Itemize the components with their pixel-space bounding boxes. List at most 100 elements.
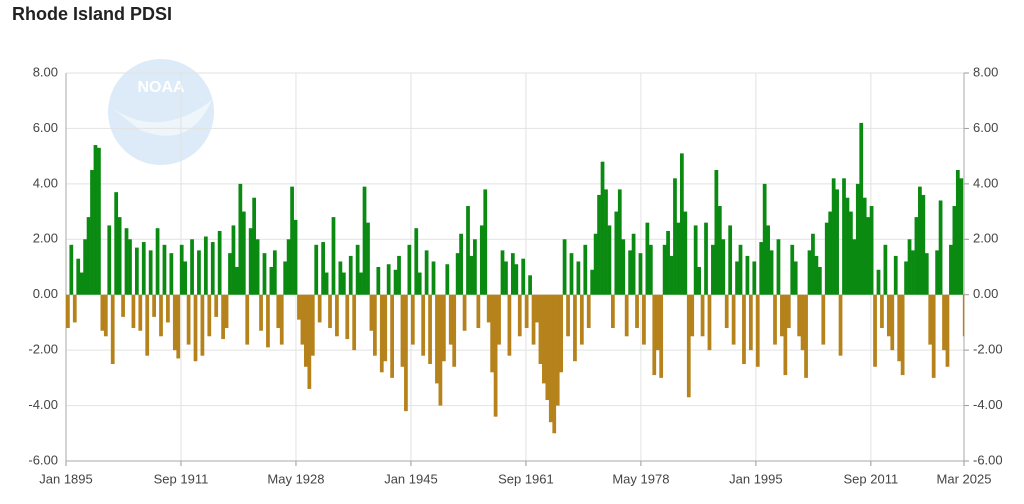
bar	[355, 244, 360, 295]
bar	[341, 272, 346, 295]
bar	[586, 294, 591, 328]
bar	[893, 255, 898, 295]
bar	[417, 272, 422, 295]
bar	[783, 294, 788, 376]
bar	[762, 183, 767, 295]
bar	[711, 244, 715, 295]
bar	[452, 294, 457, 367]
bar	[476, 294, 481, 328]
bar	[869, 206, 874, 295]
bar	[245, 294, 250, 345]
bar	[717, 206, 722, 295]
bar	[152, 294, 156, 317]
bar	[524, 294, 529, 328]
x-tick-label: May 1928	[267, 471, 324, 486]
bar	[690, 294, 695, 337]
bar	[193, 294, 198, 362]
bar	[486, 294, 491, 323]
bar	[297, 294, 301, 320]
bar	[66, 294, 70, 328]
bar	[479, 225, 484, 295]
bar	[304, 294, 308, 367]
bar	[124, 228, 129, 295]
bar	[855, 183, 860, 295]
bar	[138, 294, 143, 331]
bar	[583, 244, 588, 295]
bar	[69, 244, 74, 295]
bar	[883, 244, 888, 295]
bar	[897, 294, 902, 362]
bar	[424, 250, 429, 295]
bar	[679, 153, 684, 295]
bar	[428, 294, 432, 364]
bar	[155, 228, 160, 295]
bar	[252, 197, 257, 295]
x-tick-label: Mar 2025	[937, 471, 992, 486]
logo: NOAA	[108, 59, 214, 165]
bar	[445, 264, 450, 295]
bar	[811, 233, 815, 295]
bar	[514, 264, 519, 295]
bar	[397, 255, 401, 295]
bar	[462, 294, 467, 331]
bar	[500, 250, 505, 295]
bar	[224, 294, 229, 328]
bar	[259, 294, 263, 331]
bar	[590, 269, 595, 295]
bar	[352, 294, 357, 351]
bar	[935, 250, 940, 295]
bar	[410, 294, 415, 345]
bar	[390, 294, 394, 378]
y2-tick-label: -6.00	[973, 452, 1003, 467]
bar	[955, 170, 960, 295]
bar	[535, 294, 539, 323]
bar	[186, 294, 191, 345]
bar	[172, 294, 177, 351]
bar	[128, 239, 132, 295]
bar	[435, 294, 439, 384]
bar	[555, 294, 560, 406]
bar	[510, 253, 515, 295]
bar	[521, 258, 526, 295]
bar	[372, 294, 377, 356]
bar	[469, 255, 474, 295]
bar	[638, 253, 643, 295]
bar	[162, 244, 167, 295]
bar	[169, 253, 174, 295]
bar	[90, 170, 94, 295]
bar	[631, 233, 636, 295]
bar	[314, 244, 319, 295]
bar	[293, 219, 298, 295]
x-tick-label: May 1978	[612, 471, 669, 486]
bar	[190, 239, 194, 295]
chart-title: Rhode Island PDSI	[12, 4, 172, 24]
bar	[538, 294, 543, 364]
bar	[159, 294, 163, 337]
bar	[255, 239, 260, 295]
bar	[593, 233, 598, 295]
bar	[76, 258, 81, 295]
bar	[607, 225, 612, 295]
y2-tick-label: 0.00	[973, 286, 998, 301]
bar	[335, 294, 339, 337]
y-tick-label: 4.00	[33, 175, 58, 190]
bar	[79, 272, 84, 295]
bar	[431, 261, 436, 295]
bar	[907, 239, 912, 295]
bar	[393, 269, 398, 295]
bar	[738, 244, 743, 295]
y2-tick-label: 4.00	[973, 175, 998, 190]
bar	[628, 250, 633, 295]
y-tick-label: 2.00	[33, 231, 58, 246]
bar	[121, 294, 125, 317]
y-tick-label: -2.00	[28, 342, 58, 357]
bar	[107, 225, 112, 295]
bar	[86, 217, 91, 295]
bar	[662, 244, 667, 295]
bar	[279, 294, 284, 345]
y2-tick-label: 2.00	[973, 231, 998, 246]
bar	[862, 197, 867, 295]
bar	[383, 294, 388, 362]
bar	[942, 294, 946, 351]
